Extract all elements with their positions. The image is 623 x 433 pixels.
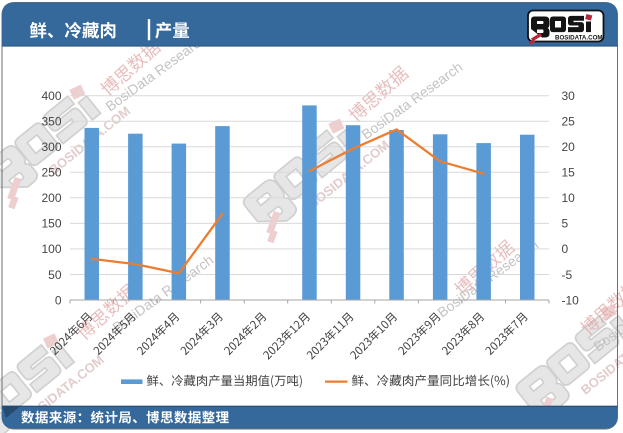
svg-text:10: 10 <box>562 191 576 205</box>
svg-text:15: 15 <box>562 166 576 180</box>
svg-text:30: 30 <box>562 89 576 103</box>
svg-text:100: 100 <box>41 242 61 256</box>
svg-text:300: 300 <box>41 140 61 154</box>
svg-text:BOSIDATA.COM: BOSIDATA.COM <box>555 35 603 42</box>
svg-text:400: 400 <box>41 89 61 103</box>
svg-text:50: 50 <box>48 268 62 282</box>
svg-text:-5: -5 <box>562 268 573 282</box>
svg-text:0: 0 <box>55 293 62 307</box>
svg-text:150: 150 <box>41 217 61 231</box>
svg-text:200: 200 <box>41 191 61 205</box>
svg-text:5: 5 <box>562 217 569 231</box>
svg-text:250: 250 <box>41 166 61 180</box>
svg-text:350: 350 <box>41 115 61 129</box>
svg-text:20: 20 <box>562 140 576 154</box>
svg-text:-10: -10 <box>562 293 580 307</box>
svg-text:25: 25 <box>562 115 576 129</box>
svg-text:0: 0 <box>562 242 569 256</box>
